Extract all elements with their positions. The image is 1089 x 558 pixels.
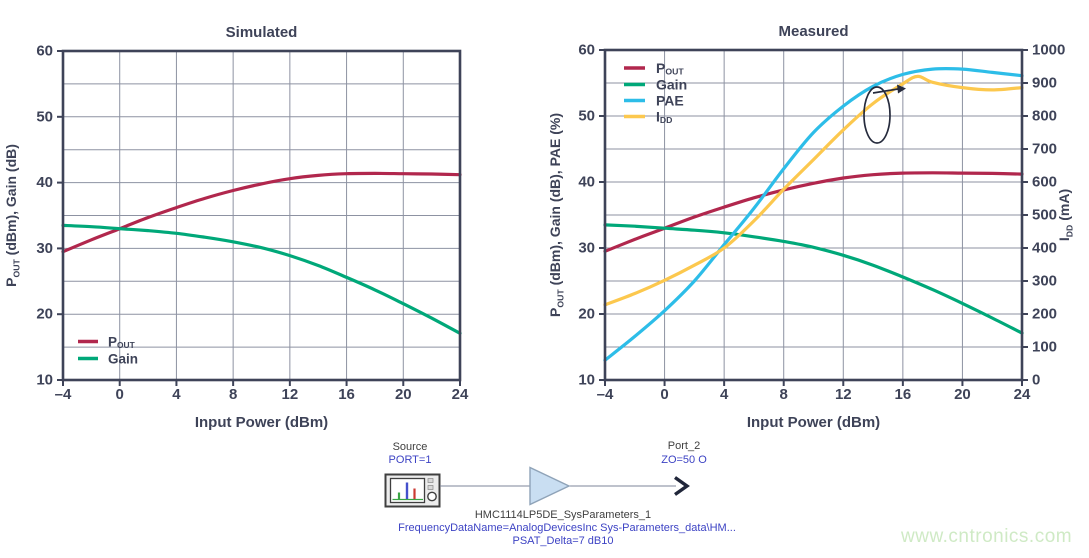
component-psat-label: PSAT_Delta=7 dB10 — [512, 535, 614, 547]
svg-text:900: 900 — [1032, 75, 1057, 92]
y-axis-label: POUT (dBm), Gain (dB), PAE (%) — [547, 113, 566, 317]
circuit-schematic: Source PORT=1 Port_2 ZO=50 O HMC1114LP5D… — [0, 430, 1089, 558]
series — [61, 171, 462, 335]
series — [603, 67, 1024, 362]
svg-text:4: 4 — [720, 386, 729, 403]
legend-label-Gain: Gain — [656, 77, 687, 93]
axis-annotation — [863, 84, 906, 144]
svg-text:100: 100 — [1032, 339, 1057, 356]
series-IDD-line — [603, 74, 1024, 307]
svg-text:40: 40 — [36, 174, 53, 191]
svg-text:20: 20 — [36, 306, 53, 323]
chart-title: Measured — [778, 23, 848, 40]
instrument-button — [427, 485, 434, 490]
svg-text:16: 16 — [895, 386, 912, 403]
svg-text:20: 20 — [578, 306, 595, 323]
svg-text:4: 4 — [172, 386, 181, 403]
svg-text:30: 30 — [578, 240, 595, 257]
legend-label-PAE: PAE — [656, 93, 684, 109]
series-POUT-line — [61, 171, 462, 254]
port2-impedance-label: ZO=50 O — [661, 454, 707, 466]
svg-text:12: 12 — [835, 386, 852, 403]
svg-text:0: 0 — [1032, 372, 1040, 389]
svg-text:16: 16 — [338, 386, 355, 403]
svg-text:8: 8 — [780, 386, 788, 403]
port2-label: Port_2 — [667, 440, 701, 452]
legend-label-IDD: IDD — [656, 109, 672, 126]
svg-text:1000: 1000 — [1032, 42, 1065, 59]
svg-text:40: 40 — [578, 174, 595, 191]
component-name-label: HMC1114LP5DE_SysParameters_1 — [474, 509, 652, 521]
svg-text:50: 50 — [578, 108, 595, 125]
svg-text:10: 10 — [36, 372, 53, 389]
series-Gain-line — [603, 223, 1024, 335]
svg-text:800: 800 — [1032, 108, 1057, 125]
series-PAE-line — [603, 67, 1024, 362]
svg-text:8: 8 — [229, 386, 237, 403]
svg-text:700: 700 — [1032, 141, 1057, 158]
svg-text:30: 30 — [36, 240, 53, 257]
legend-label-Gain: Gain — [108, 351, 138, 366]
y-axis-ticks: 10 20 30 40 50 60 — [578, 42, 605, 389]
svg-text:12: 12 — [282, 386, 299, 403]
x-axis-label: Input Power (dBm) — [195, 414, 328, 430]
svg-text:24: 24 — [1014, 386, 1031, 403]
y2-axis-label: IDD (mA) — [1056, 189, 1075, 241]
svg-text:20: 20 — [395, 386, 412, 403]
svg-text:200: 200 — [1032, 306, 1057, 323]
instrument-button — [427, 478, 434, 483]
y-axis-label: POUT (dBm), Gain (dB) — [3, 144, 22, 287]
series-Gain-line — [61, 223, 462, 335]
svg-text:0: 0 — [116, 386, 124, 403]
grid — [63, 51, 460, 380]
svg-text:–4: –4 — [55, 386, 72, 403]
plot-border — [61, 49, 462, 382]
chart-title: Simulated — [226, 24, 298, 41]
schematic-drawing — [384, 466, 690, 508]
output-port-arrow-icon — [674, 476, 690, 496]
svg-text:60: 60 — [578, 42, 595, 59]
svg-text:24: 24 — [452, 386, 469, 403]
instrument-knob — [427, 491, 437, 502]
svg-text:600: 600 — [1032, 174, 1057, 191]
watermark: www.cntronics.com — [901, 526, 1073, 547]
annotation-ellipse — [863, 86, 891, 144]
simulated-chart: 10 20 30 40 50 60 –4 0 4 8 12 16 20 24 Simulated Input … — [3, 24, 469, 430]
svg-text:500: 500 — [1032, 207, 1057, 224]
grid — [605, 50, 1022, 380]
source-label: Source — [392, 441, 428, 453]
x-axis-label: Input Power (dBm) — [747, 414, 880, 430]
source-port-label: PORT=1 — [388, 454, 432, 466]
svg-text:10: 10 — [578, 372, 595, 389]
svg-text:400: 400 — [1032, 240, 1057, 257]
source-instrument-icon — [384, 473, 441, 508]
x-axis-ticks: –4 0 4 8 12 16 20 24 — [597, 380, 1031, 403]
svg-text:50: 50 — [36, 108, 53, 125]
legend-label-POUT: POUT — [108, 334, 136, 350]
svg-text:300: 300 — [1032, 273, 1057, 290]
y-axis-ticks: 10 20 30 40 50 60 — [36, 43, 63, 389]
svg-text:20: 20 — [954, 386, 971, 403]
legend-label-POUT: POUT — [656, 60, 684, 77]
component-frequency-label: FrequencyDataName=AnalogDevicesInc Sys-P… — [398, 522, 736, 534]
series-POUT-line — [603, 171, 1024, 253]
svg-text:0: 0 — [660, 386, 668, 403]
x-axis-ticks: –4 0 4 8 12 16 20 24 — [55, 380, 469, 403]
annotation-arrowhead-icon — [897, 84, 906, 94]
y2-axis-ticks: 0 100 200 300 400 500 600 700 800 900 1000 — [1022, 42, 1065, 389]
svg-text:–4: –4 — [597, 386, 614, 403]
svg-text:60: 60 — [36, 43, 53, 60]
amplifier-icon — [529, 466, 571, 506]
